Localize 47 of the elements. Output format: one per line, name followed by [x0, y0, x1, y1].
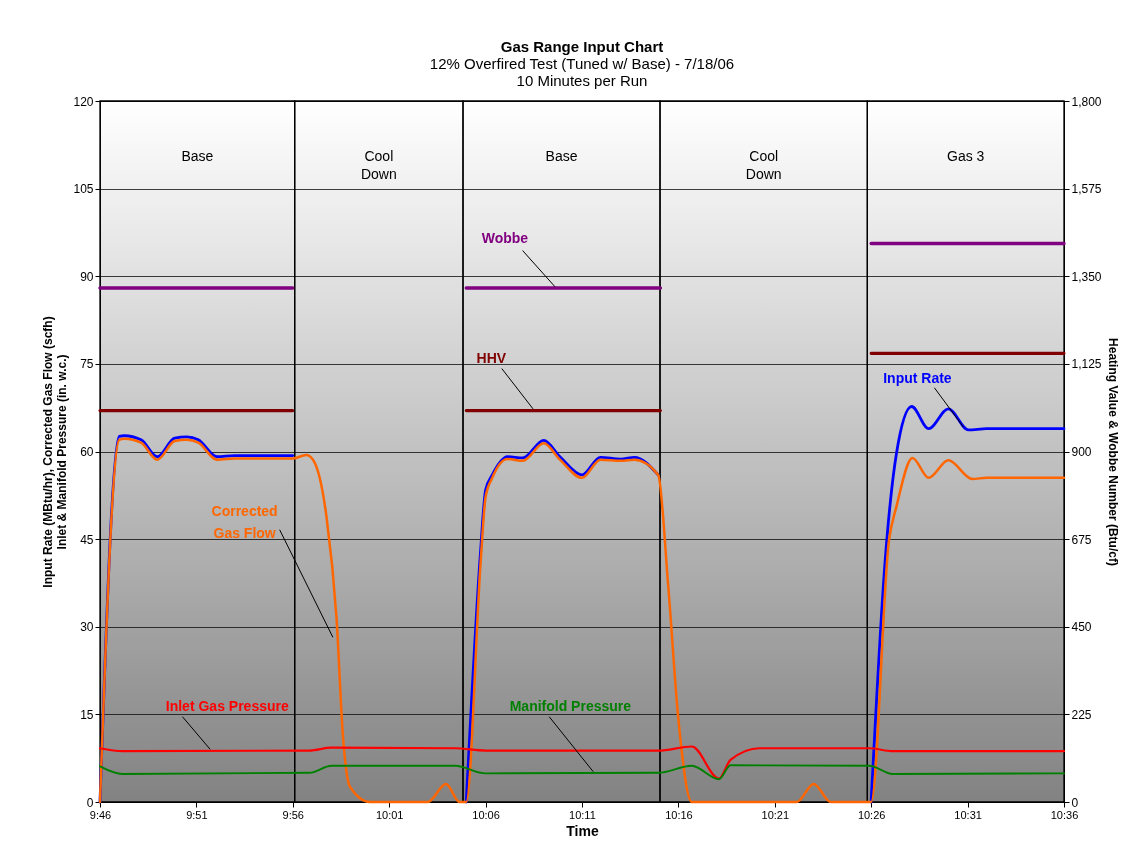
y-tick-label: 45	[80, 532, 94, 547]
y2-tick-label: 1,350	[1071, 269, 1102, 284]
band-label: Cool Down	[360, 148, 397, 182]
line-series	[98, 745, 1066, 780]
x-tick-label: 9:51	[186, 808, 208, 821]
x-tick-label: 10:01	[375, 808, 404, 821]
x-tick-label: 10:21	[761, 808, 790, 821]
x-tick-label: 9:56	[282, 808, 304, 821]
y-axis-title: Input Rate (MBtu/hr), Corrected Gas Flow (scfh) Inlet & Manifold Pressure (in. w.c.)	[41, 316, 70, 588]
series-label: Input Rate	[883, 370, 952, 387]
y2-tick-label: 450	[1071, 620, 1092, 635]
line-series	[99, 764, 1065, 781]
y-tick-label: 75	[80, 357, 94, 372]
x-tick-label: 10:06	[472, 808, 500, 821]
chart-subtitle: 12% Overfired Test (Tuned w/ Base) - 7/18/06 10 Minutes per Run	[429, 55, 735, 89]
x-tick-label: 10:31	[954, 808, 982, 821]
band-label: Cool Down	[745, 148, 782, 182]
y2-tick-label: 900	[1071, 445, 1092, 459]
text: HHV	[476, 350, 507, 367]
text: Corrected Gas Flow	[211, 503, 278, 542]
x-axis-title: Time	[566, 822, 599, 839]
x-tick-label: 10:11	[569, 808, 596, 821]
y2-tick-label: 1,125	[1071, 357, 1102, 372]
x-tick-label: 10:16	[665, 808, 693, 821]
y-tick-label: 0	[86, 795, 94, 810]
y-tick-label: 30	[80, 620, 94, 635]
text: Manifold Pressure	[509, 698, 632, 715]
band-label: Gas 3	[946, 148, 985, 164]
chart-title: Gas Range Input Chart	[500, 38, 664, 55]
x-tick-label: 10:26	[857, 808, 886, 821]
text: Wobbe	[481, 230, 529, 247]
band-label: Base	[181, 148, 214, 164]
y-tick-label: 90	[80, 269, 94, 284]
y-tick-label: 105	[73, 182, 94, 197]
y-tick-label: 120	[73, 94, 94, 109]
x-tick-label: 9:46	[89, 808, 112, 821]
y-tick-label: 15	[80, 707, 94, 722]
y2-tick-label: 0	[1071, 795, 1079, 810]
text: Inlet Gas Pressure	[165, 698, 289, 715]
y2-axis-title: Heating Value & Wobbe Number (Btu/cf)	[1105, 338, 1120, 566]
y-tick-label: 60	[80, 445, 94, 459]
x-tick-label: 10:36	[1050, 808, 1079, 821]
y2-tick-label: 1,800	[1071, 94, 1102, 109]
y2-tick-label: 1,575	[1071, 182, 1102, 197]
band-label: Base	[545, 148, 578, 164]
y2-tick-label: 225	[1071, 707, 1092, 722]
y2-tick-label: 675	[1071, 532, 1092, 547]
